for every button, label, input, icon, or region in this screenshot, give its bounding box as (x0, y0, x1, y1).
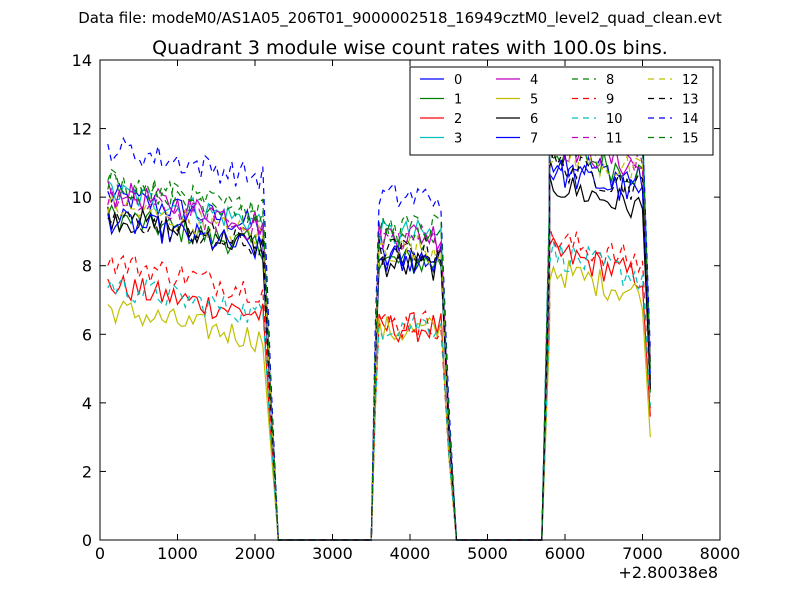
y-tick-label: 0 (82, 531, 92, 550)
x-tick-label: 7000 (622, 544, 663, 563)
legend-label-9: 9 (606, 93, 614, 108)
series-line-12 (107, 136, 651, 541)
series-line-5 (107, 260, 651, 541)
y-tick-label: 8 (82, 257, 92, 276)
legend-label-10: 10 (606, 112, 623, 127)
legend-box (409, 66, 714, 156)
x-tick-label: 5000 (467, 544, 508, 563)
legend-label-2: 2 (454, 112, 462, 127)
legend-label-14: 14 (682, 112, 699, 127)
series-line-9 (107, 225, 651, 541)
data-file-label: Data file: modeM0/AS1A05_206T01_90000025… (78, 9, 722, 27)
y-tick-label: 14 (72, 51, 92, 70)
x-offset-label: +2.80038e8 (618, 563, 718, 582)
y-tick-label: 10 (72, 188, 92, 207)
y-tick-label: 6 (82, 325, 92, 344)
chart-title: Quadrant 3 module wise count rates with … (152, 37, 668, 59)
legend-label-8: 8 (606, 73, 614, 88)
legend-label-15: 15 (682, 132, 699, 147)
series-line-11 (107, 124, 651, 541)
legend-label-1: 1 (454, 93, 462, 108)
series-line-10 (107, 241, 651, 541)
series-line-7 (107, 159, 651, 541)
y-tick-label: 4 (82, 394, 92, 413)
legend-label-11: 11 (606, 132, 623, 147)
legend-label-3: 3 (454, 132, 462, 147)
legend-label-13: 13 (682, 93, 699, 108)
legend-label-7: 7 (530, 132, 538, 147)
legend-label-5: 5 (530, 93, 538, 108)
series-layer (107, 90, 651, 541)
series-line-13 (107, 149, 651, 541)
x-tick-label: 6000 (545, 544, 586, 563)
x-tick-label: 4000 (390, 544, 431, 563)
y-tick-label: 2 (82, 462, 92, 481)
legend-label-6: 6 (530, 112, 538, 127)
x-tick-label: 2000 (235, 544, 276, 563)
legend-label-12: 12 (682, 73, 699, 88)
x-tick-label: 1000 (157, 544, 198, 563)
x-tick-label: 8000 (700, 544, 741, 563)
y-tick-label: 12 (72, 120, 92, 139)
series-line-14 (107, 102, 651, 541)
series-line-2 (107, 236, 651, 541)
legend-label-4: 4 (530, 73, 538, 88)
legend-label-0: 0 (454, 73, 462, 88)
x-tick-label: 0 (95, 544, 105, 563)
x-tick-label: 3000 (312, 544, 353, 563)
tick-layer: 0 1000 2000 3000 4000 5000 6000 7000 80000246810… (72, 51, 741, 563)
